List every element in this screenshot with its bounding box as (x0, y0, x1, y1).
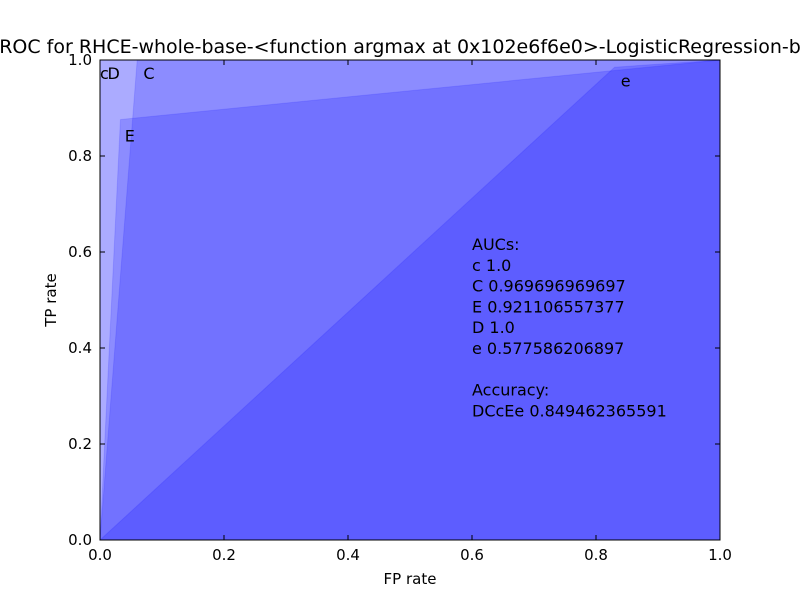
metrics-line: DCcEe 0.849462365591 (472, 401, 667, 420)
roc-curves (98, 59, 721, 541)
metrics-line: AUCs: (472, 235, 520, 254)
y-tick-label: 0.2 (68, 435, 92, 453)
curve-label-c-0: c (100, 64, 109, 83)
axis-ticks: 0.0 0.2 0.4 0.6 0.8 1.0 0.0 0.2 0.4 0.6 0.8 1.0 (68, 51, 732, 564)
metrics-line: D 1.0 (472, 318, 515, 337)
y-tick-label: 0.4 (68, 339, 92, 357)
y-tick-label: 0.6 (68, 243, 92, 261)
x-tick-label: 0.6 (460, 546, 484, 564)
curve-label-e-4: e (621, 71, 631, 90)
chart-title: ROC for RHCE-whole-base-<function argmax… (0, 36, 800, 58)
x-tick-label: 0.2 (212, 546, 236, 564)
metrics-line: c 1.0 (472, 256, 511, 275)
x-tick-label: 1.0 (708, 546, 732, 564)
curve-label-D-1: D (107, 64, 119, 83)
x-tick-label: 0.8 (584, 546, 608, 564)
metrics-line: E 0.921106557377 (472, 297, 625, 316)
y-axis-label: TP rate (42, 273, 60, 327)
y-tick-label: 1.0 (68, 51, 92, 69)
curve-labels: cD C Ee (100, 64, 631, 145)
y-tick-label: 0.8 (68, 147, 92, 165)
x-axis-label: FP rate (384, 570, 437, 588)
metrics-line: Accuracy: (472, 381, 549, 400)
x-tick-label: 0.0 (88, 546, 112, 564)
x-tick-label: 0.4 (336, 546, 360, 564)
metrics-line: C 0.969696969697 (472, 277, 626, 296)
y-tick-label: 0.0 (68, 531, 92, 549)
metrics-line: e 0.577586206897 (472, 339, 624, 358)
curve-label-E-3: E (125, 127, 135, 146)
curve-label-C-2: C (143, 64, 154, 83)
plot-frame (99, 59, 721, 541)
